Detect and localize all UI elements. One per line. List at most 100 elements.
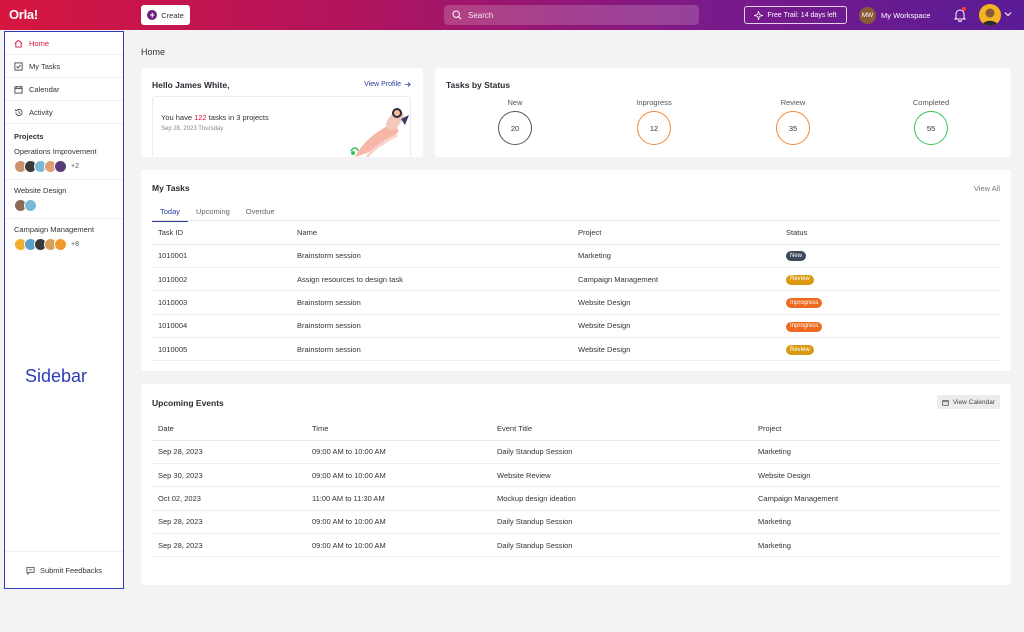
table-row[interactable]: Sep 30, 2023 09:00 AM to 10:00 AM Website … — [152, 463, 1000, 488]
free-trial-button[interactable]: Free Trail: 14 days left — [744, 6, 847, 24]
task-count: 122 — [194, 113, 207, 122]
table-row[interactable]: 1010005 Brainstorm session Website Design R… — [152, 337, 1000, 362]
sidebar-item-activity[interactable]: Activity — [5, 101, 123, 124]
event-date-cell: Oct 02, 2023 — [152, 486, 306, 511]
table-row[interactable]: Oct 02, 2023 11:00 AM to 11:30 AM Mockup d… — [152, 486, 1000, 511]
task-status-cell: Inprogress — [780, 314, 1000, 339]
greeting-title: Hello James White, — [152, 80, 230, 90]
project-item[interactable]: Campaign Management +8 — [5, 219, 123, 257]
table-row[interactable]: 1010004 Brainstorm session Website Design I… — [152, 314, 1000, 339]
home-icon — [14, 39, 23, 48]
column-header[interactable]: Status — [780, 221, 1000, 245]
task-name-cell: Assign resources to design task — [291, 267, 572, 292]
submit-feedback-button[interactable]: Submit Feedbacks — [5, 551, 123, 588]
upcoming-events-card: Upcoming Events View Calendar Date Time … — [141, 384, 1011, 585]
more-members-count[interactable]: +8 — [71, 241, 79, 248]
search-input[interactable] — [468, 10, 668, 20]
task-status-cell: New — [780, 244, 1000, 268]
table-row[interactable]: Sep 28, 2023 09:00 AM to 10:00 AM Daily St… — [152, 533, 1000, 558]
user-avatar-image — [982, 8, 998, 26]
view-all-link[interactable]: View All — [973, 184, 1000, 193]
chevron-down-icon[interactable] — [1004, 10, 1012, 18]
tasks-table: Task ID Name Project Status 1010001 Brain… — [152, 221, 1000, 362]
sidebar-item-my-tasks[interactable]: My Tasks — [5, 55, 123, 78]
project-members — [14, 199, 123, 212]
event-project-cell: Marketing — [752, 440, 1000, 464]
sidebar-item-label: Calendar — [29, 84, 60, 94]
status-review[interactable]: Review 35 — [753, 98, 833, 145]
checkbox-icon — [14, 61, 23, 71]
event-time-cell: 11:00 AM to 11:30 AM — [306, 486, 491, 511]
create-button[interactable]: + Create — [141, 5, 190, 25]
event-date-cell: Sep 28, 2023 — [152, 533, 306, 558]
tasks-by-status-card: Tasks by Status New 20 Inprogress 12 Rev… — [435, 68, 1011, 157]
avatar[interactable] — [54, 238, 67, 251]
task-project-cell: Website Design — [572, 314, 780, 339]
task-project-cell: Marketing — [572, 244, 780, 268]
more-members-count[interactable]: +2 — [71, 163, 79, 170]
avatar[interactable] — [24, 199, 37, 212]
status-label: New — [507, 98, 523, 107]
feedback-label: Submit Feedbacks — [39, 565, 103, 575]
status-badge: Review — [786, 274, 814, 285]
tab-overdue[interactable]: Overdue — [245, 207, 275, 216]
workspace-label: My Workspace — [881, 10, 931, 20]
task-id-cell: 1010001 — [152, 244, 291, 268]
status-card-title: Tasks by Status — [446, 80, 511, 90]
task-project-cell: Website Design — [572, 337, 780, 362]
table-row[interactable]: Sep 28, 2023 09:00 AM to 10:00 AM Daily St… — [152, 440, 1000, 464]
status-count-ring: 12 — [637, 111, 671, 145]
rocket-illustration-icon — [350, 108, 409, 157]
column-header[interactable]: Name — [291, 221, 572, 245]
table-row[interactable]: 1010002 Assign resources to design task Ca… — [152, 267, 1000, 292]
table-row[interactable]: 1010001 Brainstorm session Marketing New — [152, 244, 1000, 268]
sidebar-annotation-label: Sidebar — [25, 366, 88, 386]
search-bar[interactable] — [444, 5, 699, 25]
status-badge: Inprogress — [786, 321, 823, 332]
project-item[interactable]: Website Design — [5, 180, 123, 219]
column-header[interactable]: Project — [752, 417, 1000, 441]
table-row[interactable]: 1010003 Brainstorm session Website Design I… — [152, 290, 1000, 315]
status-badge: Inprogress — [786, 298, 823, 309]
top-bar: Orla! + Create Free Trail: 14 days left … — [0, 0, 1024, 30]
tab-upcoming[interactable]: Upcoming — [196, 207, 230, 216]
table-header-row: Date Time Event Title Project — [152, 417, 1000, 441]
event-time-cell: 09:00 AM to 10:00 AM — [306, 510, 491, 535]
notification-dot — [962, 7, 966, 11]
event-title-cell: Website Review — [491, 463, 752, 488]
sidebar: Home My Tasks Calendar Activity Projects… — [4, 31, 124, 589]
view-profile-link[interactable]: View Profile — [364, 81, 411, 88]
view-calendar-button[interactable]: View Calendar — [936, 395, 1000, 409]
task-name-cell: Brainstorm session — [291, 290, 572, 315]
column-header[interactable]: Project — [572, 221, 780, 245]
workspace-switcher[interactable]: MW My Workspace — [859, 6, 930, 24]
status-new[interactable]: New 20 — [475, 98, 555, 145]
avatar[interactable] — [54, 160, 67, 173]
event-time-cell: 09:00 AM to 10:00 AM — [306, 533, 491, 558]
task-name-cell: Brainstorm session — [291, 337, 572, 362]
column-header[interactable]: Event Title — [491, 417, 752, 441]
event-title-cell: Daily Standup Session — [491, 533, 752, 558]
summary-suffix: tasks in 3 projects — [206, 113, 269, 122]
sidebar-item-calendar[interactable]: Calendar — [5, 78, 123, 101]
status-inprogress[interactable]: Inprogress 12 — [614, 98, 694, 145]
sparkle-icon — [754, 10, 764, 20]
calendar-icon — [942, 399, 949, 406]
project-members: +8 — [14, 238, 123, 251]
column-header[interactable]: Date — [152, 417, 306, 441]
project-members: +2 — [14, 160, 123, 173]
sidebar-item-home[interactable]: Home — [5, 32, 123, 55]
app-logo[interactable]: Orla! — [9, 7, 38, 22]
sidebar-item-label: Home — [29, 38, 50, 48]
column-header[interactable]: Time — [306, 417, 491, 441]
user-avatar[interactable] — [979, 4, 1001, 26]
task-id-cell: 1010005 — [152, 337, 291, 362]
status-count-ring: 20 — [498, 111, 532, 145]
summary-prefix: You have — [161, 113, 195, 122]
project-item[interactable]: Operations Improvement +2 — [5, 141, 123, 180]
column-header[interactable]: Task ID — [152, 221, 291, 245]
task-status-cell: Review — [780, 267, 1000, 292]
table-row[interactable]: Sep 28, 2023 09:00 AM to 10:00 AM Daily St… — [152, 510, 1000, 535]
status-label: Inprogress — [636, 98, 672, 107]
status-completed[interactable]: Completed 55 — [891, 98, 971, 145]
